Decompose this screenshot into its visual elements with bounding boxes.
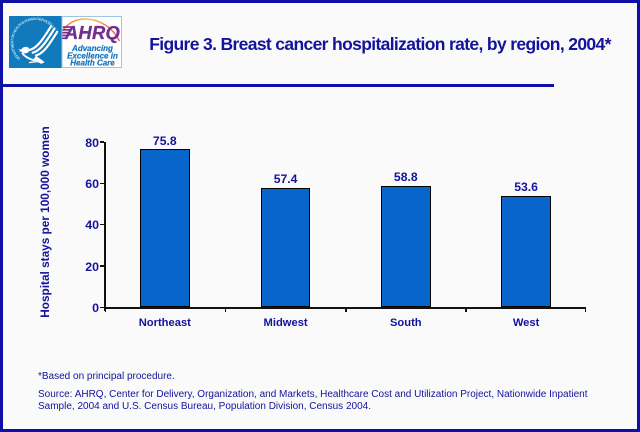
svg-text:Advancing: Advancing xyxy=(71,44,113,53)
svg-text:AHRQ: AHRQ xyxy=(64,22,120,43)
svg-text:Health Care: Health Care xyxy=(70,59,115,68)
svg-text:Excellence in: Excellence in xyxy=(67,51,118,60)
